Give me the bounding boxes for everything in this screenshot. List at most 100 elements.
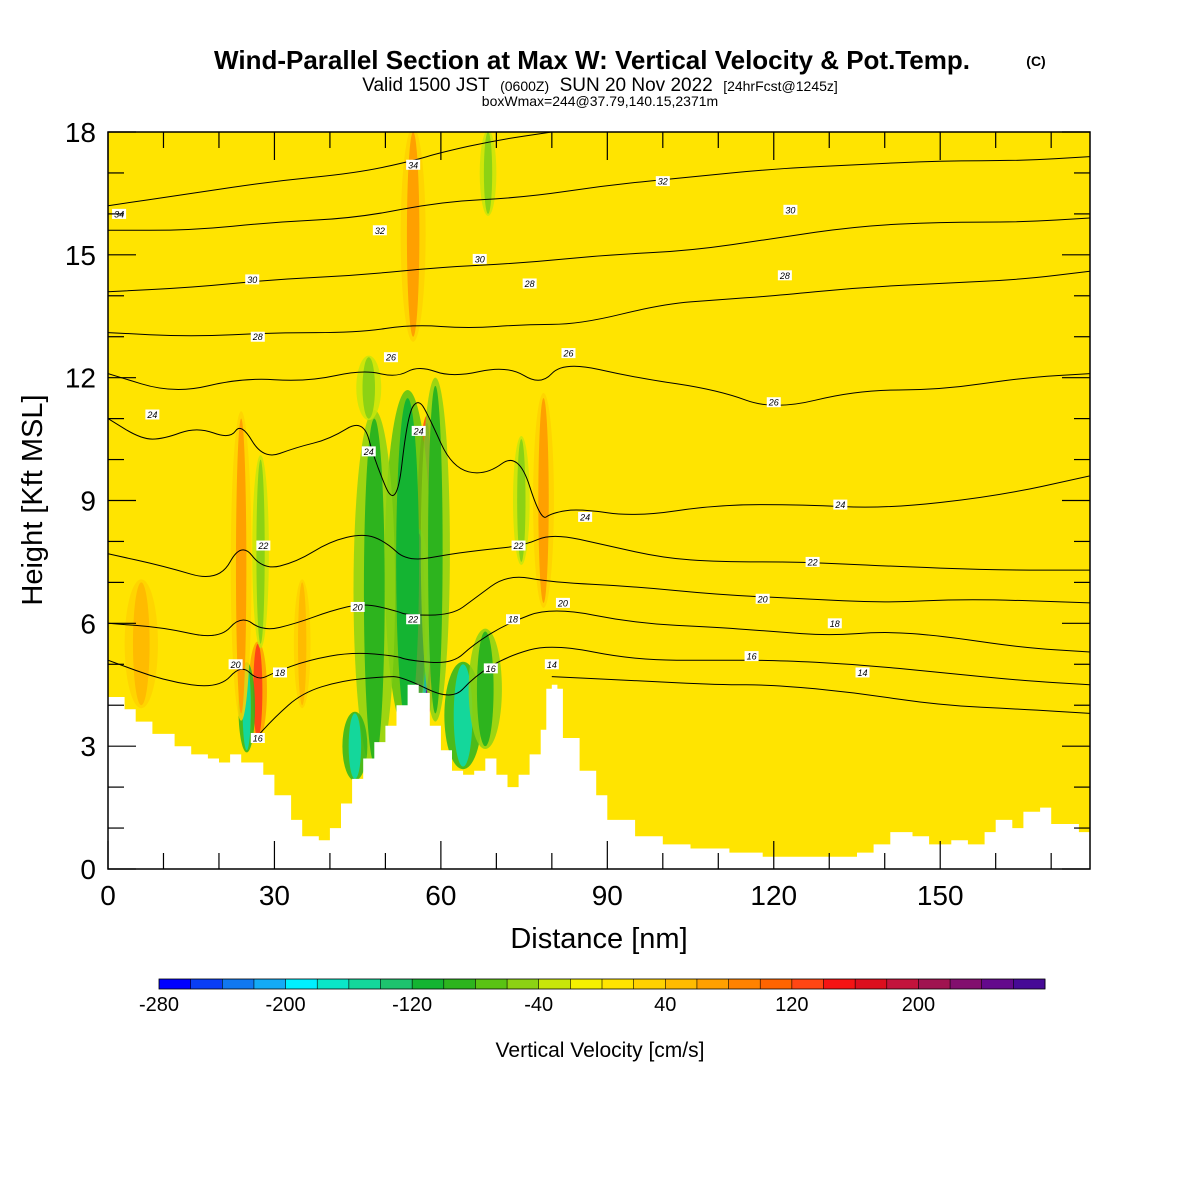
colorbar-swatch	[1013, 979, 1046, 989]
contour-label: 20	[350, 601, 365, 612]
colorbar-label: 200	[902, 994, 935, 1016]
forecast-info: [24hrFcst@1245z]	[723, 78, 838, 94]
contour-label: 28	[250, 331, 265, 342]
contour-label: 20	[555, 597, 570, 608]
contour-label-bg	[855, 667, 870, 678]
colorbar-swatch	[348, 979, 381, 989]
valid-utc: (0600Z)	[500, 78, 549, 94]
contour-label-bg	[805, 556, 820, 567]
x-tick-label: 0	[100, 880, 116, 911]
y-tick-label: 18	[65, 117, 96, 148]
w-cell	[517, 439, 526, 562]
x-axis-label: Distance [nm]	[510, 923, 687, 955]
contour-label-text: 24	[834, 500, 845, 510]
colorbar-swatch	[190, 979, 223, 989]
w-cell	[453, 664, 473, 767]
colorbar-swatch	[950, 979, 983, 989]
contour-label: 14	[544, 659, 559, 670]
colorbar-swatch	[253, 979, 287, 989]
colorbar-swatch	[317, 979, 350, 989]
contour-label-text: 34	[408, 160, 418, 170]
colorbar-swatch	[412, 979, 445, 989]
x-tick-label: 60	[425, 880, 456, 911]
colorbar-label: -280	[139, 994, 179, 1016]
contour-label-text: 22	[807, 557, 818, 567]
theta-contour-26	[108, 365, 1090, 406]
y-tick-label: 15	[65, 240, 96, 271]
colorbar-swatch	[538, 979, 571, 989]
contour-label-text: 18	[830, 619, 840, 629]
y-tick-label: 6	[80, 608, 96, 639]
x-tick-label: 150	[917, 880, 964, 911]
colorbar-swatch	[222, 979, 255, 989]
contour-label: 34	[406, 159, 421, 170]
valid-prefix: Valid 1500 JST	[362, 75, 490, 96]
contour-label-bg	[228, 659, 243, 670]
vertical-velocity-field	[124, 132, 554, 781]
contour-label: 24	[361, 446, 376, 457]
y-axis-label: Height [Kft MSL]	[17, 394, 49, 605]
contour-label-text: 28	[779, 271, 790, 281]
w-cell	[348, 713, 362, 779]
contour-label-bg	[755, 593, 770, 604]
contour-label-text: 26	[385, 353, 396, 363]
contour-label-text: 26	[768, 398, 779, 408]
contour-label: 16	[744, 651, 759, 662]
contour-label-bg	[833, 499, 848, 510]
contour-label-text: 20	[557, 598, 568, 608]
box-info: boxWmax=244@37.79,140.15,2371m	[482, 93, 718, 109]
w-cell	[406, 132, 420, 337]
contour-label: 32	[372, 225, 387, 236]
w-cell	[132, 582, 150, 706]
colorbar-swatch	[728, 979, 761, 989]
contour-label-bg	[483, 663, 498, 674]
contour-label-text: 16	[253, 733, 263, 743]
colorbar-label: 120	[775, 994, 808, 1016]
colorbar-label: -200	[266, 994, 306, 1016]
colorbar-swatch	[570, 979, 603, 989]
theta-contour-20	[108, 576, 1090, 637]
contour-label-bg	[744, 651, 759, 662]
contour-label: 28	[522, 278, 537, 289]
contour-label: 18	[506, 614, 521, 625]
colorbar-swatch	[285, 979, 318, 989]
w-cell	[428, 385, 443, 714]
w-cell	[362, 357, 375, 419]
theta-contour-32	[108, 156, 1090, 231]
w-cell	[253, 643, 263, 738]
colorbar-swatch	[380, 979, 413, 989]
contour-label-bg	[506, 614, 521, 625]
colorbar-label: 40	[654, 994, 676, 1016]
contour-label-bg	[372, 225, 387, 236]
contour-label-text: 28	[252, 332, 263, 342]
contour-label-text: 32	[375, 226, 385, 236]
contour-label-text: 20	[757, 594, 768, 604]
colorbar-swatch	[696, 979, 730, 989]
theta-contour-16	[251, 646, 1090, 743]
y-tick-label: 3	[80, 731, 96, 762]
contour-label-bg	[256, 540, 271, 551]
contour-label-bg	[350, 601, 365, 612]
contour-label-text: 14	[858, 668, 868, 678]
contour-label-text: 22	[513, 541, 524, 551]
contour-label-bg	[250, 732, 265, 743]
contour-label-text: 16	[747, 652, 757, 662]
contour-label: 20	[228, 659, 243, 670]
w-cell	[396, 398, 420, 726]
contour-label-bg	[361, 446, 376, 457]
contour-label-bg	[472, 253, 487, 264]
contour-label-text: 20	[352, 602, 363, 612]
theta-contour-30	[108, 217, 1090, 293]
colorbar-swatch	[507, 979, 540, 989]
contour-label: 16	[483, 663, 498, 674]
w-cell	[256, 459, 265, 644]
contour-label-bg	[544, 659, 559, 670]
contour-label: 16	[250, 732, 265, 743]
contour-label: 14	[855, 667, 870, 678]
colorbar-swatch	[760, 979, 793, 989]
contour-label-bg	[145, 409, 160, 420]
terrain-mask	[108, 684, 1090, 869]
contour-label: 26	[561, 348, 576, 359]
